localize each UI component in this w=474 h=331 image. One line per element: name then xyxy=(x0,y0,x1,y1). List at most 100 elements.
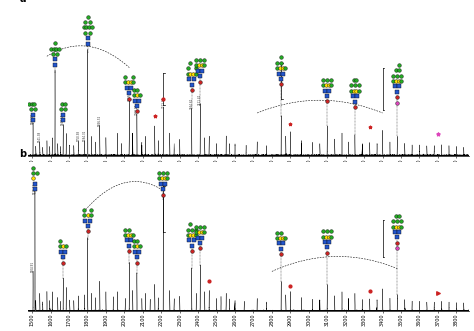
Point xyxy=(133,109,141,114)
Point xyxy=(201,57,208,63)
Point xyxy=(124,80,132,85)
Point xyxy=(55,46,63,51)
Point xyxy=(61,101,68,107)
Point xyxy=(188,227,195,232)
Point xyxy=(63,244,70,249)
Point xyxy=(33,170,41,176)
Point xyxy=(28,101,36,107)
Point xyxy=(192,71,200,76)
Point xyxy=(57,249,65,255)
Point xyxy=(129,74,137,80)
Text: b: b xyxy=(19,149,26,159)
Point xyxy=(29,176,36,181)
Point xyxy=(353,88,360,94)
Point xyxy=(29,112,37,118)
Text: 2068.27: 2068.27 xyxy=(135,104,139,115)
Point xyxy=(51,57,59,62)
Point xyxy=(195,63,203,68)
Point xyxy=(129,80,137,85)
Point xyxy=(282,235,289,241)
Point xyxy=(128,85,135,90)
Point xyxy=(184,227,191,232)
Point xyxy=(56,244,64,249)
Text: 2364.61: 2364.61 xyxy=(190,98,193,110)
Point xyxy=(160,96,167,102)
Point xyxy=(390,224,397,229)
Point xyxy=(201,224,208,229)
Point xyxy=(29,118,37,123)
Point xyxy=(130,238,137,244)
Point xyxy=(124,232,132,238)
Point xyxy=(328,77,335,82)
Point xyxy=(321,239,329,245)
Point xyxy=(84,229,91,234)
Point xyxy=(277,55,285,60)
Point xyxy=(186,76,193,82)
Point xyxy=(392,84,399,89)
Point xyxy=(192,224,200,229)
Point xyxy=(199,68,206,73)
Point xyxy=(190,76,198,82)
Point xyxy=(127,232,135,238)
Point xyxy=(123,238,131,243)
Point xyxy=(398,78,405,84)
Point xyxy=(398,218,405,224)
Point xyxy=(160,170,167,176)
Point xyxy=(393,218,401,224)
Point xyxy=(195,230,203,235)
Point xyxy=(87,207,94,213)
Point xyxy=(133,238,141,244)
Point xyxy=(392,229,399,235)
Point xyxy=(273,66,281,71)
Point xyxy=(57,107,65,112)
Point xyxy=(192,232,200,238)
Point xyxy=(133,244,141,249)
Point xyxy=(273,60,281,66)
Text: 2027.04: 2027.04 xyxy=(128,90,131,101)
Point xyxy=(135,249,143,255)
Point xyxy=(393,240,401,245)
Point xyxy=(62,249,69,255)
Text: 1504.90: 1504.90 xyxy=(31,113,35,124)
Point xyxy=(287,283,294,288)
Point xyxy=(396,84,403,89)
Point xyxy=(279,66,286,71)
Point xyxy=(277,230,285,235)
Point xyxy=(188,82,195,87)
Point xyxy=(395,68,402,73)
Point xyxy=(355,83,363,88)
Point xyxy=(275,241,283,246)
Point xyxy=(396,229,403,235)
Point xyxy=(198,230,205,235)
Point xyxy=(349,94,356,99)
Point xyxy=(205,279,213,284)
Point xyxy=(186,238,193,243)
Point xyxy=(130,87,137,92)
Point xyxy=(190,238,198,243)
Point xyxy=(133,92,141,98)
Point xyxy=(82,25,90,30)
Point xyxy=(27,107,35,112)
Point xyxy=(321,88,329,93)
Point xyxy=(393,73,401,78)
Point xyxy=(280,241,287,246)
Point xyxy=(135,98,143,103)
Point xyxy=(319,77,327,82)
Point xyxy=(353,94,361,99)
Point xyxy=(81,207,88,213)
Point xyxy=(395,224,402,229)
Point xyxy=(31,186,39,192)
Point xyxy=(47,46,55,51)
Point xyxy=(56,238,64,244)
Point xyxy=(393,94,401,100)
Point xyxy=(136,92,144,98)
Point xyxy=(121,232,129,238)
Text: 2211.47: 2211.47 xyxy=(161,97,165,108)
Point xyxy=(277,82,285,87)
Point xyxy=(393,89,401,94)
Point xyxy=(392,68,400,73)
Text: 1541.38: 1541.38 xyxy=(38,131,42,142)
Point xyxy=(81,213,88,218)
Point xyxy=(59,112,67,118)
Point xyxy=(390,218,397,224)
